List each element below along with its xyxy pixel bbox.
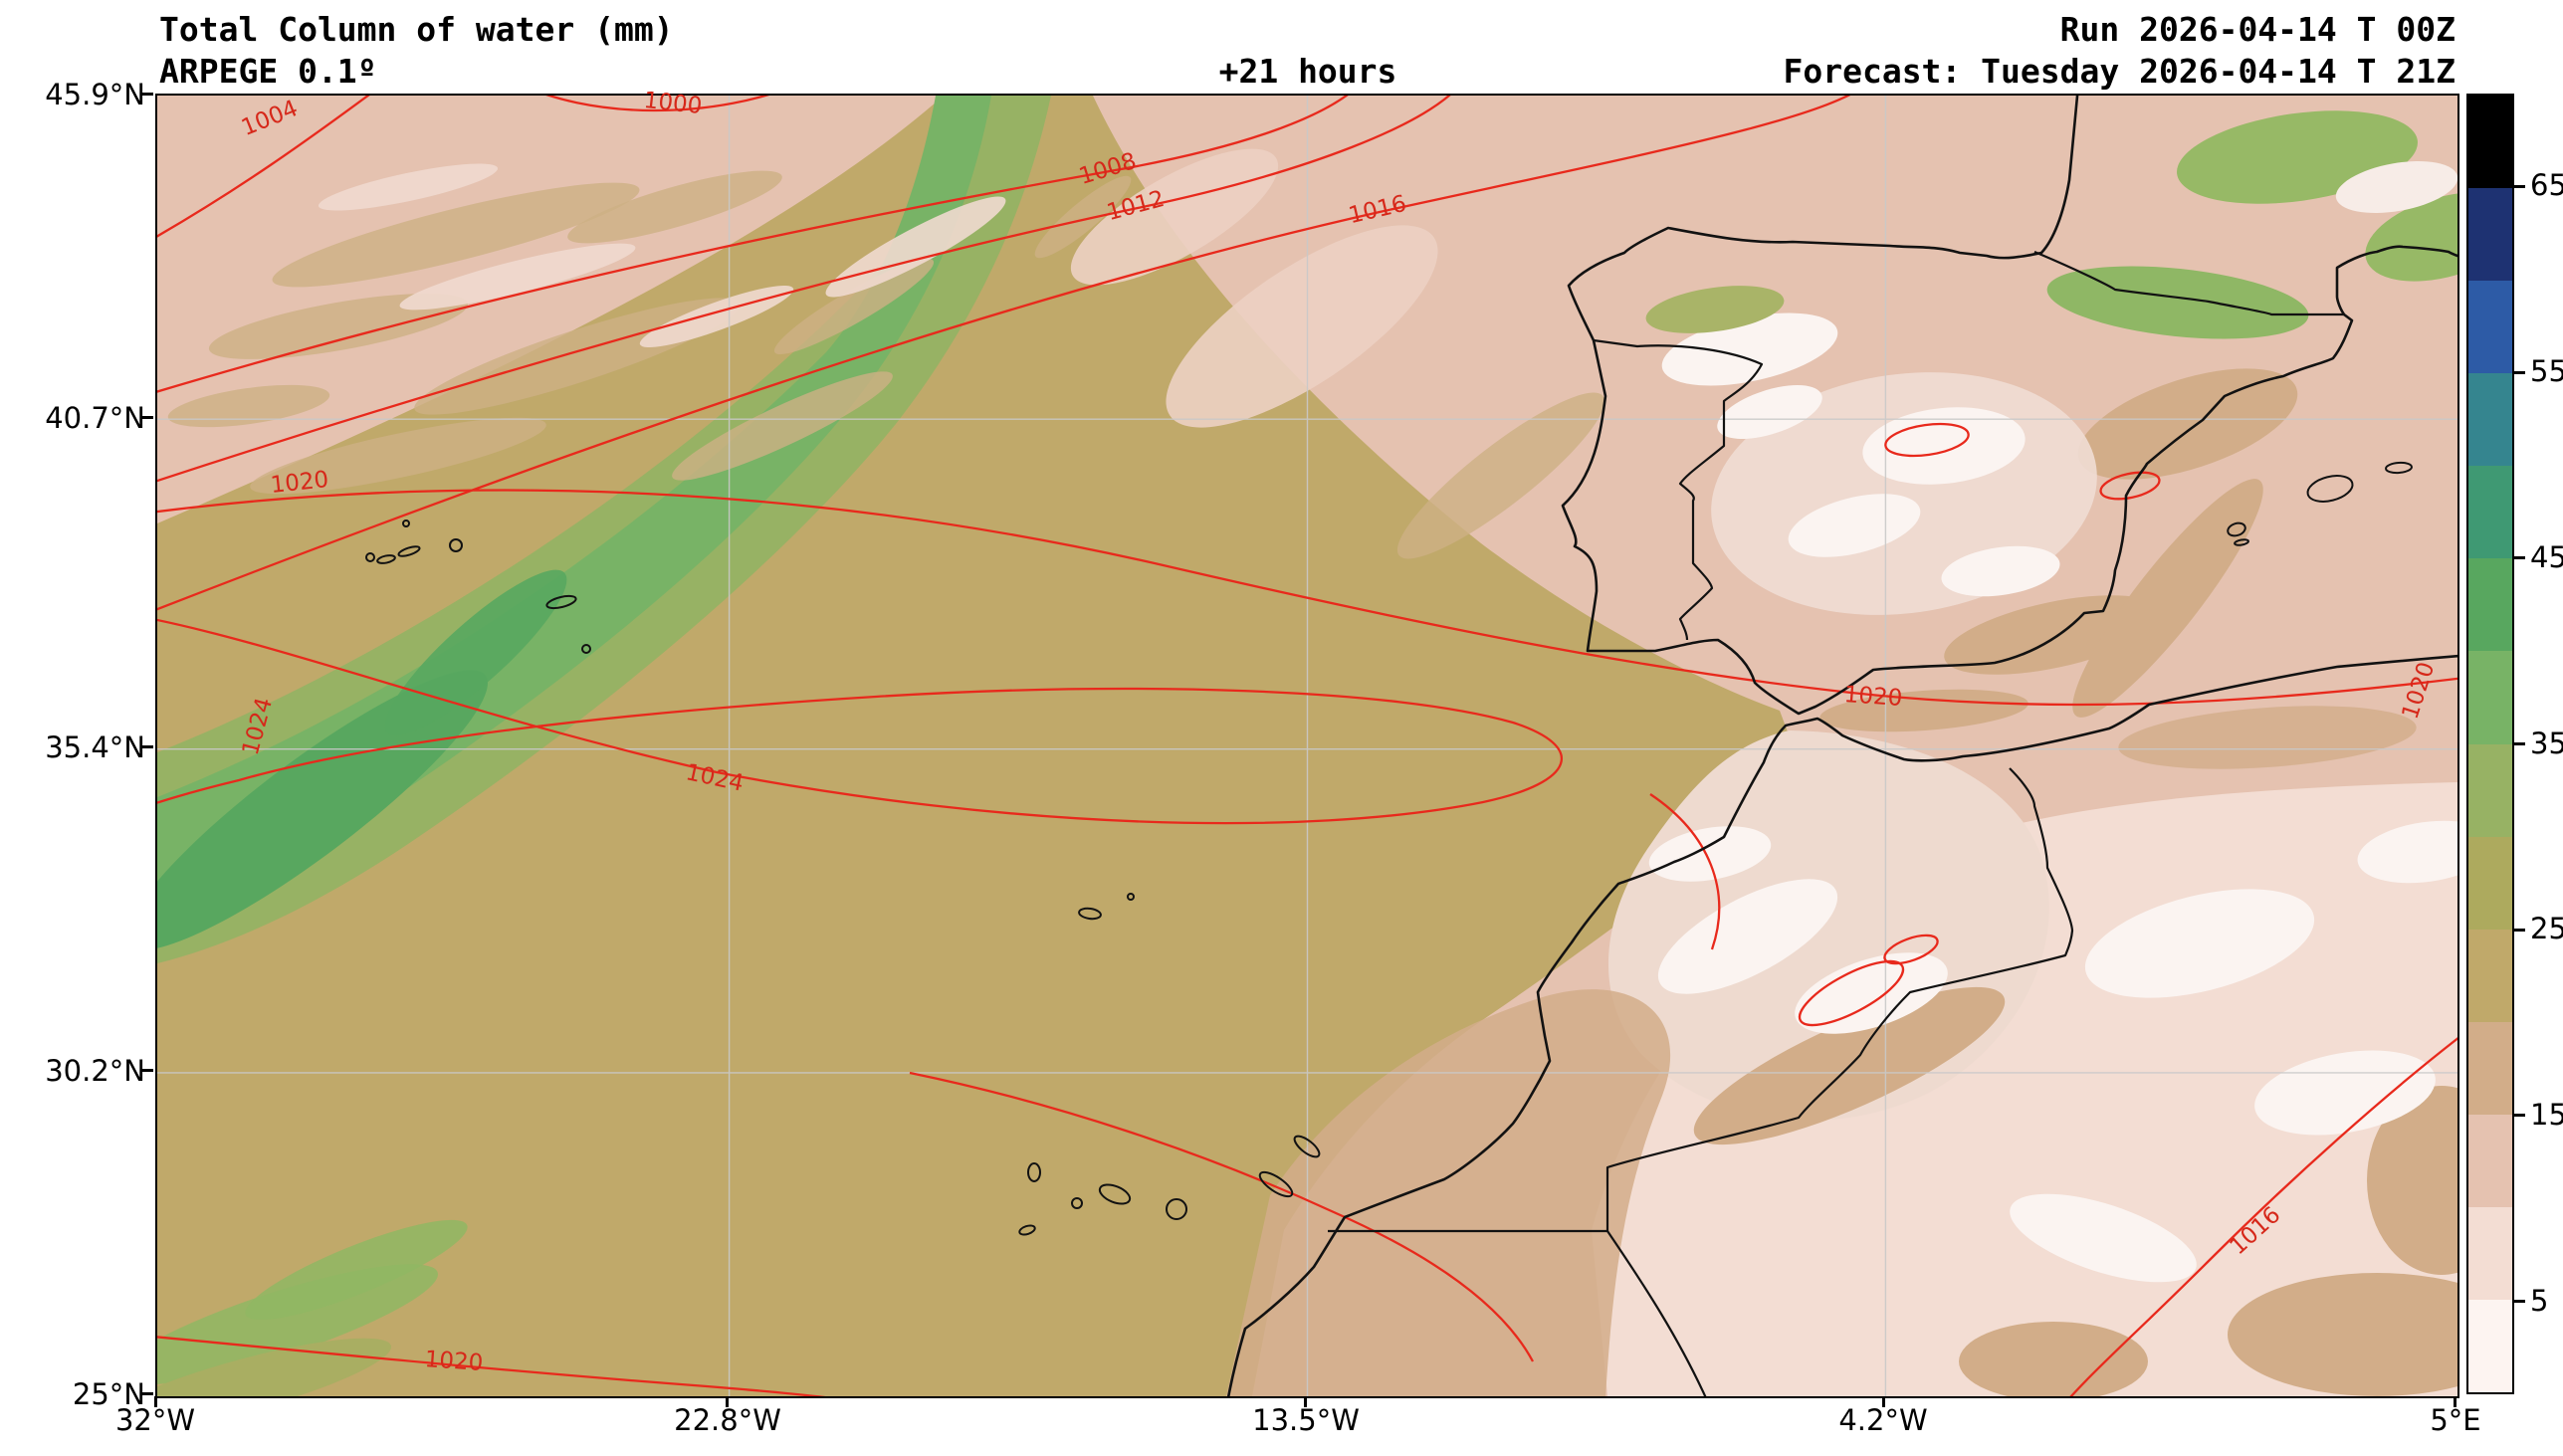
border-portugal-spain	[1593, 338, 1764, 641]
island-pico	[376, 554, 396, 564]
model-label: ARPEGE 0.1º	[159, 52, 377, 91]
island-mallorca	[2306, 475, 2354, 503]
border-sahara-south	[1606, 1230, 1707, 1396]
coastline-africa	[1226, 654, 2457, 1396]
colorbar-segments	[2468, 96, 2512, 1393]
colorbar-tick-label: 15	[2530, 1097, 2563, 1132]
y-tick-mark	[142, 1069, 153, 1072]
run-label: Run 2026-04-14 T 00Z	[2059, 10, 2456, 49]
colorbar-segment	[2468, 1206, 2512, 1301]
colorbar	[2466, 94, 2514, 1394]
x-tick-label-3: 4.2°W	[1838, 1403, 1928, 1437]
y-tick-label-4: 25°N	[72, 1377, 145, 1411]
island-terceira	[449, 538, 463, 552]
islands	[365, 461, 2413, 1236]
page-title: Total Column of water (mm)	[159, 10, 674, 49]
island-porto-santo	[1127, 893, 1135, 901]
colorbar-tick-mark	[2514, 1114, 2525, 1118]
border-france-spain	[2033, 250, 2344, 316]
x-tick-label-1: 22.8°W	[674, 1403, 781, 1437]
isobar-label-1020-spain: 1020	[1842, 681, 1904, 713]
isobar-label-1020-south: 1020	[423, 1346, 485, 1377]
colorbar-tick-label: 5	[2530, 1283, 2549, 1318]
forecast-label: Forecast: Tuesday 2026-04-14 T 21Z	[1783, 52, 2456, 91]
border-morocco-algeria	[1605, 767, 2074, 1231]
island-graciosa	[402, 520, 410, 527]
country-borders	[1328, 250, 2344, 1396]
colorbar-tick-mark	[2514, 370, 2525, 374]
coastlines	[1226, 96, 2457, 1396]
colorbar-tick-label: 55	[2530, 354, 2563, 389]
colorbar-tick-mark	[2514, 184, 2525, 188]
y-tick-label-2: 35.4°N	[45, 730, 145, 764]
colorbar-segment	[2468, 929, 2512, 1022]
island-madeira	[1078, 907, 1102, 921]
island-gran-canaria	[1166, 1198, 1187, 1220]
colorbar-segment	[2468, 466, 2512, 559]
island-ibiza	[2227, 521, 2246, 537]
island-sao-jorge	[397, 545, 421, 557]
colorbar-segment	[2468, 373, 2512, 467]
colorbar-tick-label: 25	[2530, 912, 2563, 946]
colorbar-segment	[2468, 96, 2512, 189]
colorbar-segment	[2468, 836, 2512, 930]
coastline-iberia-france	[1561, 96, 2457, 716]
weather-field-svg	[157, 96, 2457, 1396]
island-formentera	[2234, 538, 2249, 546]
colorbar-segment	[2468, 281, 2512, 374]
x-tick-mark	[1882, 1396, 1885, 1407]
y-tick-mark	[142, 93, 153, 96]
island-menorca	[2385, 461, 2413, 475]
colorbar-segment	[2468, 743, 2512, 837]
x-tick-label-4: 5°E	[2430, 1403, 2481, 1437]
colorbar-tick-label: 35	[2530, 726, 2563, 760]
island-fuerteventura	[1258, 1170, 1294, 1198]
colorbar-tick-label: 45	[2530, 539, 2563, 574]
island-santa-maria	[581, 644, 591, 654]
y-tick-mark	[142, 1392, 153, 1395]
island-lanzarote	[1293, 1135, 1321, 1158]
island-el-hierro	[1018, 1224, 1036, 1236]
x-tick-label-0: 32°W	[114, 1403, 196, 1437]
x-tick-mark	[1304, 1396, 1307, 1407]
map-plot	[155, 94, 2459, 1398]
colorbar-segment	[2468, 1114, 2512, 1207]
colorbar-tick-mark	[2514, 742, 2525, 745]
island-faial	[365, 552, 375, 562]
colorbar-tick-label: 65	[2530, 168, 2563, 203]
colorbar-segment	[2468, 1300, 2512, 1393]
y-tick-label-3: 30.2°N	[45, 1054, 145, 1088]
island-la-palma	[1027, 1162, 1041, 1182]
gridlines	[157, 96, 2457, 1396]
y-tick-mark	[142, 416, 153, 419]
x-tick-mark	[726, 1396, 729, 1407]
island-sao-miguel	[545, 594, 577, 610]
colorbar-tick-mark	[2514, 928, 2525, 932]
colorbar-segment	[2468, 188, 2512, 282]
lead-time-label: +21 hours	[1218, 52, 1397, 91]
colorbar-segment	[2468, 558, 2512, 652]
colorbar-segment	[2468, 651, 2512, 744]
colorbar-tick-mark	[2514, 556, 2525, 560]
x-tick-mark	[154, 1396, 157, 1407]
island-tenerife	[1098, 1183, 1132, 1205]
y-tick-mark	[142, 745, 153, 748]
x-tick-mark	[2454, 1396, 2456, 1407]
isobar-contours	[157, 96, 2457, 1396]
x-tick-label-2: 13.5°W	[1252, 1403, 1360, 1437]
colorbar-tick-mark	[2514, 1300, 2525, 1304]
y-tick-label-0: 45.9°N	[45, 78, 145, 111]
y-tick-label-1: 40.7°N	[45, 401, 145, 435]
colorbar-segment	[2468, 1021, 2512, 1115]
island-la-gomera	[1071, 1197, 1083, 1209]
